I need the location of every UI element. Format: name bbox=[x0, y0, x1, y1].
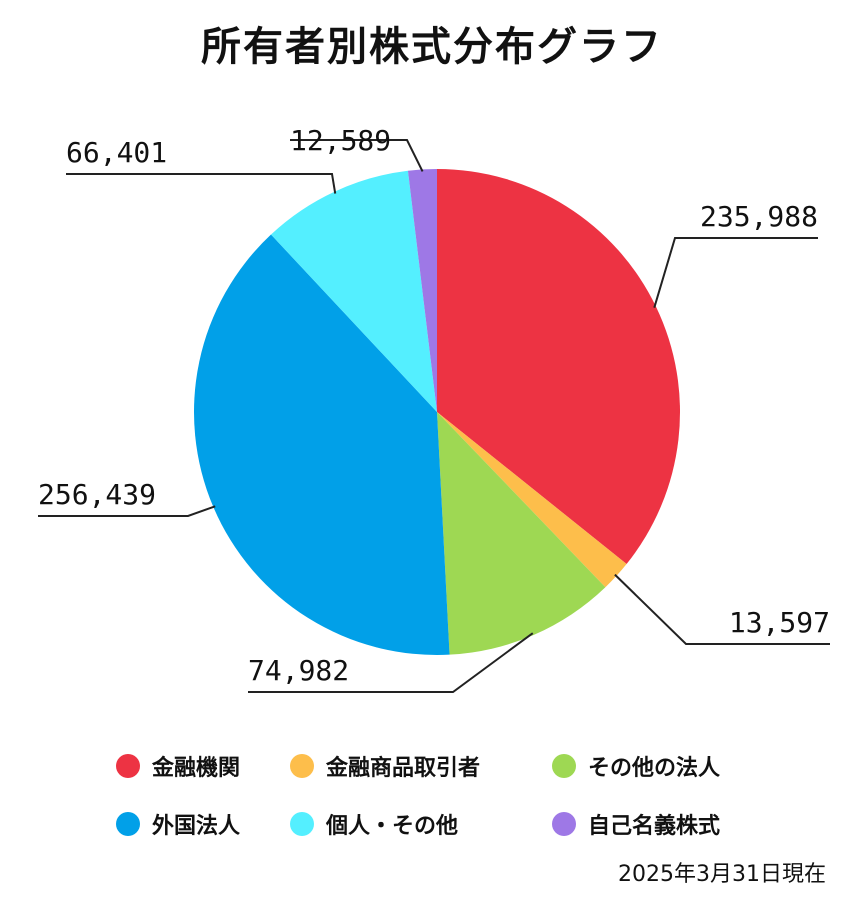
slice-financial-institutions bbox=[437, 169, 680, 565]
chart-title: 所有者別株式分布グラフ bbox=[201, 24, 663, 70]
as-of-date-note: 2025年3月31日現在 bbox=[618, 862, 826, 887]
leader-line bbox=[248, 632, 534, 693]
value-label-foreign-corporations: 256,439 bbox=[38, 478, 156, 511]
leader-line bbox=[653, 237, 818, 309]
legend-label: 外国法人 bbox=[152, 814, 241, 839]
leader-line bbox=[614, 573, 830, 645]
legend-item-treasury-stock: 自己名義株式 bbox=[552, 808, 792, 840]
legend-row: 金融機関 金融商品取引者 その他の法人 bbox=[116, 748, 836, 784]
legend-item-individuals-others: 個人・その他 bbox=[290, 808, 552, 840]
legend-item-other-corporations: その他の法人 bbox=[552, 750, 792, 782]
legend-item-financial-institutions: 金融機関 bbox=[116, 750, 290, 782]
slice-individuals-others bbox=[271, 170, 437, 412]
slice-treasury-stock bbox=[407, 169, 437, 412]
leader-line bbox=[290, 139, 424, 172]
chart-legend: 金融機関 金融商品取引者 その他の法人 外国法人 個人・その他 自己名義株式 bbox=[116, 748, 836, 864]
leader-line bbox=[38, 505, 216, 517]
slice-other-corporations bbox=[437, 412, 606, 655]
legend-swatch bbox=[290, 812, 314, 836]
slice-securities-firms bbox=[437, 412, 627, 588]
legend-swatch bbox=[116, 812, 140, 836]
value-label-individuals-others: 66,401 bbox=[66, 136, 167, 169]
value-label-treasury-stock: 12,589 bbox=[290, 124, 391, 157]
legend-swatch bbox=[552, 812, 576, 836]
value-label-securities-firms: 13,597 bbox=[729, 606, 830, 639]
legend-item-foreign-corporations: 外国法人 bbox=[116, 808, 290, 840]
legend-swatch bbox=[116, 754, 140, 778]
slice-foreign-corporations bbox=[194, 234, 450, 655]
legend-label: 個人・その他 bbox=[326, 814, 459, 839]
legend-swatch bbox=[290, 754, 314, 778]
value-label-financial-institutions: 235,988 bbox=[700, 200, 818, 233]
legend-label: 金融機関 bbox=[152, 756, 241, 781]
leader-line bbox=[66, 173, 337, 194]
legend-label: 自己名義株式 bbox=[588, 814, 721, 839]
legend-label: 金融商品取引者 bbox=[326, 756, 481, 781]
legend-swatch bbox=[552, 754, 576, 778]
legend-item-securities-firms: 金融商品取引者 bbox=[290, 750, 552, 782]
legend-label: その他の法人 bbox=[588, 756, 721, 781]
value-label-other-corporations: 74,982 bbox=[248, 654, 349, 687]
legend-row: 外国法人 個人・その他 自己名義株式 bbox=[116, 806, 836, 842]
